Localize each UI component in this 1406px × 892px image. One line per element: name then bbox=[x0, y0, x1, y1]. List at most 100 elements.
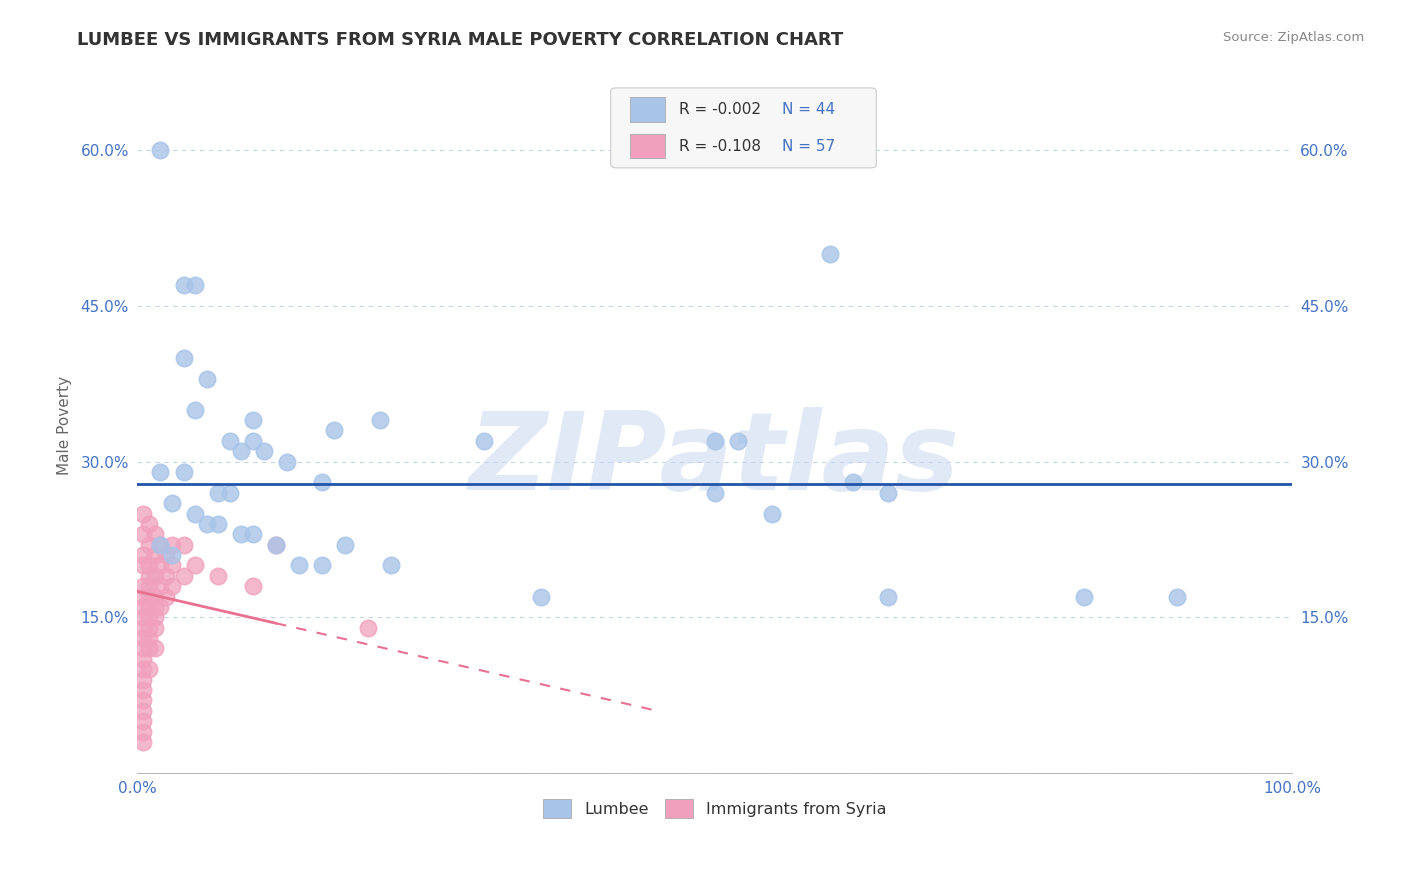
Point bbox=[357, 621, 380, 635]
Point bbox=[184, 558, 207, 573]
Point bbox=[132, 735, 155, 749]
Point bbox=[132, 507, 155, 521]
Point bbox=[207, 516, 229, 531]
Point bbox=[132, 673, 155, 687]
Point bbox=[138, 558, 160, 573]
Point bbox=[132, 714, 155, 728]
Point bbox=[132, 590, 155, 604]
Point bbox=[143, 590, 166, 604]
Point bbox=[311, 475, 333, 490]
Point bbox=[160, 548, 183, 562]
Point bbox=[143, 599, 166, 614]
Point bbox=[138, 599, 160, 614]
Point bbox=[173, 569, 195, 583]
Point bbox=[264, 538, 287, 552]
Point bbox=[727, 434, 749, 448]
Point bbox=[132, 693, 155, 707]
Point bbox=[184, 507, 207, 521]
Text: R = -0.108: R = -0.108 bbox=[679, 138, 761, 153]
Point bbox=[132, 599, 155, 614]
Point bbox=[132, 724, 155, 739]
Point bbox=[173, 538, 195, 552]
Point bbox=[1073, 590, 1095, 604]
Point bbox=[149, 579, 172, 593]
Point bbox=[218, 434, 240, 448]
Point bbox=[138, 662, 160, 676]
Point bbox=[761, 507, 783, 521]
Point bbox=[149, 538, 172, 552]
Text: Source: ZipAtlas.com: Source: ZipAtlas.com bbox=[1223, 31, 1364, 45]
Point bbox=[530, 590, 553, 604]
Point bbox=[138, 590, 160, 604]
Point bbox=[132, 631, 155, 645]
Point bbox=[264, 538, 287, 552]
Point bbox=[132, 683, 155, 698]
Point bbox=[380, 558, 402, 573]
Point bbox=[703, 485, 725, 500]
Point bbox=[242, 579, 264, 593]
Legend: Lumbee, Immigrants from Syria: Lumbee, Immigrants from Syria bbox=[536, 793, 893, 824]
Point bbox=[132, 579, 155, 593]
Point bbox=[876, 590, 898, 604]
Point bbox=[132, 558, 155, 573]
Point bbox=[231, 527, 253, 541]
Point bbox=[132, 652, 155, 666]
Bar bbox=[630, 97, 665, 122]
Point bbox=[311, 558, 333, 573]
Point bbox=[138, 516, 160, 531]
Text: ZIPatlas: ZIPatlas bbox=[470, 407, 960, 513]
Point bbox=[143, 641, 166, 656]
Point bbox=[138, 538, 160, 552]
FancyBboxPatch shape bbox=[610, 88, 876, 168]
Point bbox=[242, 527, 264, 541]
Point bbox=[703, 434, 725, 448]
Point bbox=[335, 538, 357, 552]
Point bbox=[132, 527, 155, 541]
Point bbox=[138, 631, 160, 645]
Point bbox=[138, 569, 160, 583]
Point bbox=[132, 641, 155, 656]
Point bbox=[218, 485, 240, 500]
Point bbox=[155, 569, 177, 583]
Text: R = -0.002: R = -0.002 bbox=[679, 102, 761, 117]
Point bbox=[207, 485, 229, 500]
Point bbox=[818, 247, 841, 261]
Point bbox=[155, 548, 177, 562]
Point bbox=[276, 454, 298, 468]
Point bbox=[173, 351, 195, 365]
Text: N = 44: N = 44 bbox=[782, 102, 835, 117]
Point bbox=[138, 579, 160, 593]
Point bbox=[184, 278, 207, 293]
Point bbox=[143, 548, 166, 562]
Point bbox=[288, 558, 311, 573]
Point bbox=[132, 704, 155, 718]
Point bbox=[368, 413, 391, 427]
Point bbox=[143, 527, 166, 541]
Point bbox=[155, 590, 177, 604]
Point bbox=[160, 558, 183, 573]
Text: N = 57: N = 57 bbox=[782, 138, 835, 153]
Point bbox=[231, 444, 253, 458]
Point bbox=[160, 496, 183, 510]
Point bbox=[842, 475, 865, 490]
Text: LUMBEE VS IMMIGRANTS FROM SYRIA MALE POVERTY CORRELATION CHART: LUMBEE VS IMMIGRANTS FROM SYRIA MALE POV… bbox=[77, 31, 844, 49]
Point bbox=[195, 516, 218, 531]
Point bbox=[242, 413, 264, 427]
Y-axis label: Male Poverty: Male Poverty bbox=[58, 376, 72, 475]
Point bbox=[138, 641, 160, 656]
Point bbox=[322, 424, 344, 438]
Point bbox=[472, 434, 495, 448]
Point bbox=[132, 610, 155, 624]
Point bbox=[253, 444, 276, 458]
Point bbox=[132, 621, 155, 635]
Point bbox=[149, 465, 172, 479]
Point bbox=[876, 485, 898, 500]
Point bbox=[173, 278, 195, 293]
Point bbox=[160, 538, 183, 552]
Point bbox=[160, 579, 183, 593]
Point bbox=[138, 621, 160, 635]
Point bbox=[149, 143, 172, 157]
Point bbox=[143, 610, 166, 624]
Point bbox=[149, 599, 172, 614]
Point bbox=[195, 371, 218, 385]
